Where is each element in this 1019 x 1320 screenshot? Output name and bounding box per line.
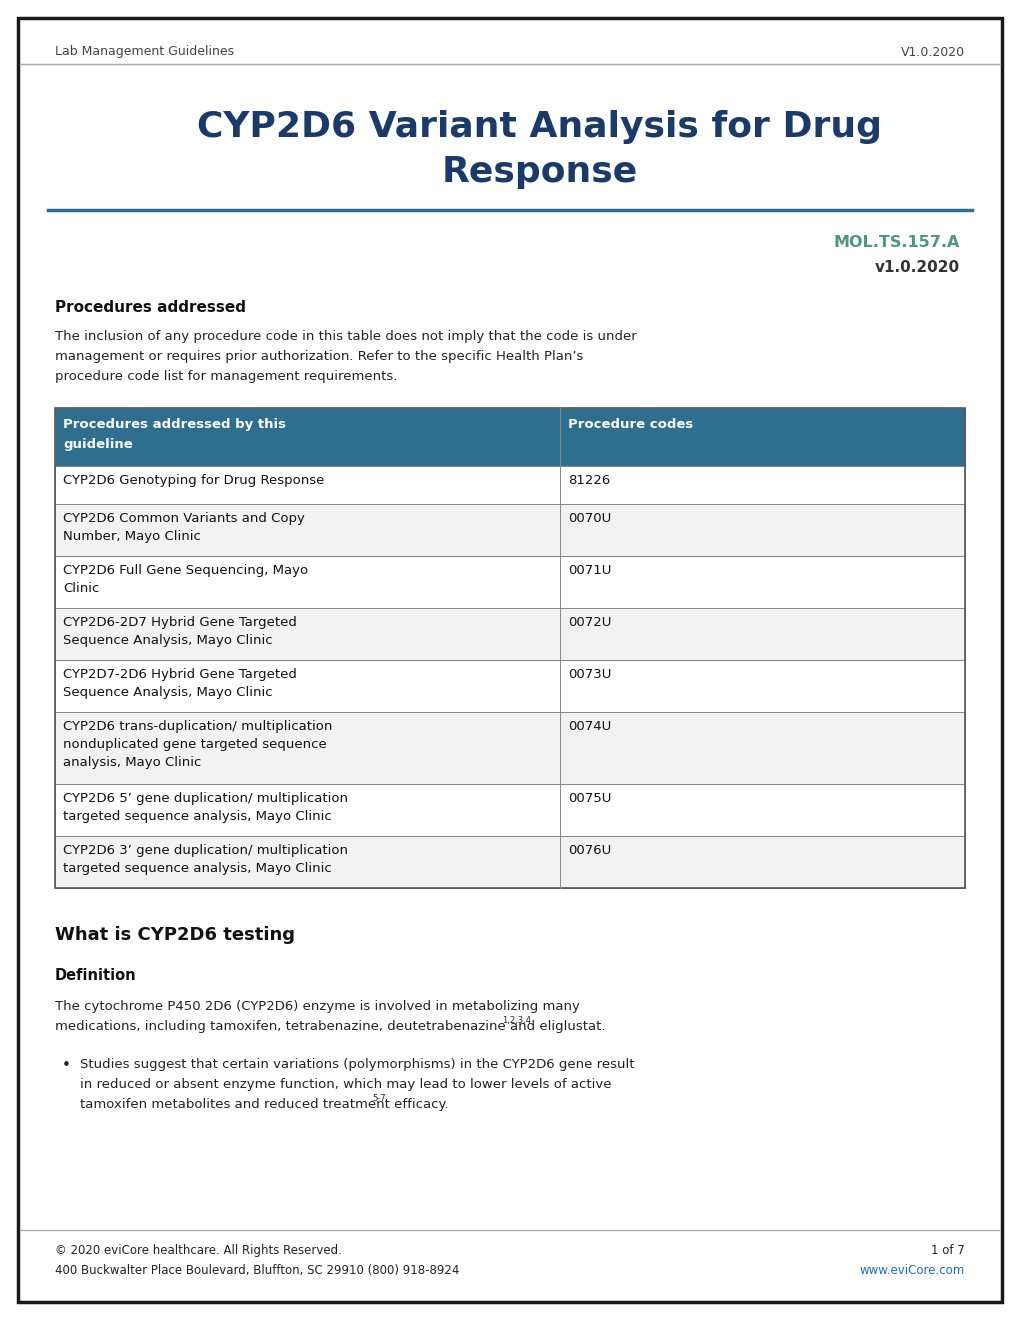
Text: 0076U: 0076U — [568, 843, 610, 857]
Text: What is CYP2D6 testing: What is CYP2D6 testing — [55, 927, 294, 944]
Text: V1.0.2020: V1.0.2020 — [900, 45, 964, 58]
Text: Procedures addressed by this: Procedures addressed by this — [63, 418, 285, 432]
Text: targeted sequence analysis, Mayo Clinic: targeted sequence analysis, Mayo Clinic — [63, 810, 331, 822]
Bar — [55, 836, 964, 888]
Text: The cytochrome P450 2D6 (CYP2D6) enzyme is involved in metabolizing many: The cytochrome P450 2D6 (CYP2D6) enzyme … — [55, 1001, 580, 1012]
Text: 0073U: 0073U — [568, 668, 610, 681]
Text: Studies suggest that certain variations (polymorphisms) in the CYP2D6 gene resul: Studies suggest that certain variations … — [79, 1059, 634, 1071]
Text: CYP2D6 5’ gene duplication/ multiplication: CYP2D6 5’ gene duplication/ multiplicati… — [63, 792, 347, 805]
Text: Clinic: Clinic — [63, 582, 99, 595]
Text: Procedures addressed: Procedures addressed — [55, 300, 246, 315]
Text: Lab Management Guidelines: Lab Management Guidelines — [55, 45, 234, 58]
Bar — [55, 466, 964, 504]
Text: CYP2D6 Common Variants and Copy: CYP2D6 Common Variants and Copy — [63, 512, 305, 525]
Text: Number, Mayo Clinic: Number, Mayo Clinic — [63, 531, 201, 543]
Text: analysis, Mayo Clinic: analysis, Mayo Clinic — [63, 756, 201, 770]
Text: Sequence Analysis, Mayo Clinic: Sequence Analysis, Mayo Clinic — [63, 634, 272, 647]
Text: Procedure codes: Procedure codes — [568, 418, 693, 432]
Text: •: • — [62, 1059, 70, 1073]
Text: Response: Response — [441, 154, 638, 189]
Text: CYP2D6 Variant Analysis for Drug: CYP2D6 Variant Analysis for Drug — [198, 110, 881, 144]
Text: v1.0.2020: v1.0.2020 — [874, 260, 959, 275]
Bar — [55, 609, 964, 660]
Text: 0071U: 0071U — [568, 564, 610, 577]
Text: CYP2D6 Full Gene Sequencing, Mayo: CYP2D6 Full Gene Sequencing, Mayo — [63, 564, 308, 577]
Text: 1,2,3,4: 1,2,3,4 — [501, 1016, 531, 1026]
Text: CYP2D7-2D6 Hybrid Gene Targeted: CYP2D7-2D6 Hybrid Gene Targeted — [63, 668, 297, 681]
Text: medications, including tamoxifen, tetrabenazine, deutetrabenazine and eliglustat: medications, including tamoxifen, tetrab… — [55, 1020, 605, 1034]
Text: 0070U: 0070U — [568, 512, 610, 525]
Text: 0072U: 0072U — [568, 616, 610, 630]
Text: management or requires prior authorization. Refer to the specific Health Plan’s: management or requires prior authorizati… — [55, 350, 583, 363]
Text: MOL.TS.157.A: MOL.TS.157.A — [833, 235, 959, 249]
Text: CYP2D6 3’ gene duplication/ multiplication: CYP2D6 3’ gene duplication/ multiplicati… — [63, 843, 347, 857]
Text: 81226: 81226 — [568, 474, 609, 487]
Text: in reduced or absent enzyme function, which may lead to lower levels of active: in reduced or absent enzyme function, wh… — [79, 1078, 611, 1092]
Bar — [55, 556, 964, 609]
Text: www.eviCore.com: www.eviCore.com — [859, 1265, 964, 1276]
Text: © 2020 eviCore healthcare. All Rights Reserved.: © 2020 eviCore healthcare. All Rights Re… — [55, 1243, 341, 1257]
Bar — [55, 784, 964, 836]
Bar — [55, 408, 964, 466]
Text: Sequence Analysis, Mayo Clinic: Sequence Analysis, Mayo Clinic — [63, 686, 272, 700]
Text: CYP2D6 Genotyping for Drug Response: CYP2D6 Genotyping for Drug Response — [63, 474, 324, 487]
Bar — [55, 660, 964, 711]
Bar — [55, 504, 964, 556]
Text: CYP2D6 trans-duplication/ multiplication: CYP2D6 trans-duplication/ multiplication — [63, 719, 332, 733]
Text: 400 Buckwalter Place Boulevard, Bluffton, SC 29910 (800) 918-8924: 400 Buckwalter Place Boulevard, Bluffton… — [55, 1265, 459, 1276]
Text: procedure code list for management requirements.: procedure code list for management requi… — [55, 370, 397, 383]
Bar — [55, 711, 964, 784]
Text: 0074U: 0074U — [568, 719, 610, 733]
Text: 0075U: 0075U — [568, 792, 610, 805]
Text: The inclusion of any procedure code in this table does not imply that the code i: The inclusion of any procedure code in t… — [55, 330, 636, 343]
Text: Definition: Definition — [55, 968, 137, 983]
Text: guideline: guideline — [63, 438, 132, 451]
Text: 1 of 7: 1 of 7 — [930, 1243, 964, 1257]
Bar — [55, 408, 964, 888]
Text: tamoxifen metabolites and reduced treatment efficacy.: tamoxifen metabolites and reduced treatm… — [79, 1098, 448, 1111]
Text: 5-7: 5-7 — [372, 1094, 386, 1104]
Text: targeted sequence analysis, Mayo Clinic: targeted sequence analysis, Mayo Clinic — [63, 862, 331, 875]
Text: nonduplicated gene targeted sequence: nonduplicated gene targeted sequence — [63, 738, 326, 751]
Text: CYP2D6-2D7 Hybrid Gene Targeted: CYP2D6-2D7 Hybrid Gene Targeted — [63, 616, 297, 630]
